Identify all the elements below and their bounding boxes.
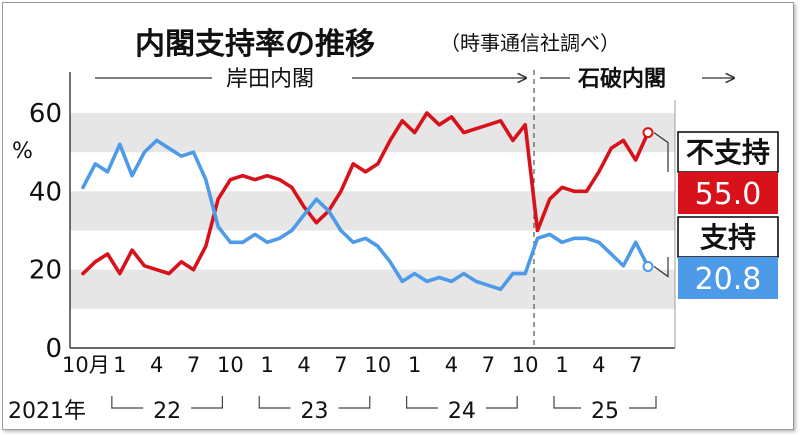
- x-tick-9: 1: [408, 353, 421, 377]
- legend-value-1: 20.8: [695, 262, 762, 297]
- legend: 不支持 55.0 支持 20.8: [653, 131, 779, 299]
- year-label-0: 2021年: [8, 399, 86, 424]
- legend-name-box-1: [677, 216, 779, 258]
- x-tick-11: 7: [482, 353, 495, 377]
- year-bracket-left-1: [111, 396, 144, 409]
- legend-name-0: 不支持: [686, 136, 770, 169]
- series-line-1: [81, 138, 650, 292]
- year-bracket-right-1: [191, 396, 223, 409]
- grid-band-2: [70, 269, 675, 309]
- y-tick-labels: 0 20 40 60: [29, 99, 62, 364]
- y-tick-20: 20: [29, 256, 62, 286]
- y-tick-0: 0: [45, 334, 62, 364]
- x-tick-8: 10: [364, 353, 391, 377]
- x-tick-10: 4: [445, 353, 458, 377]
- legend-leader-0: [653, 132, 669, 172]
- x-tick-13: 1: [555, 353, 568, 377]
- legend-value-box-1: [678, 257, 778, 299]
- x-tick-7: 7: [334, 353, 347, 377]
- grid-band-0: [70, 113, 675, 153]
- series-lines: [81, 111, 654, 292]
- cabinet-label-kishida: 岸田内閣: [226, 67, 314, 92]
- chart-subtitle: （時事通信社調べ）: [440, 31, 620, 55]
- x-tick-1: 1: [113, 353, 126, 377]
- x-tick-12: 10: [512, 353, 539, 377]
- legend-value-box-0: [678, 172, 778, 214]
- x-tick-14: 4: [592, 353, 605, 377]
- x-tick-4: 10: [217, 353, 244, 377]
- series-line-0: [81, 111, 650, 276]
- x-tick-0: 10月: [62, 353, 110, 377]
- grid-bands: [70, 113, 675, 309]
- year-bracket-right-4: [629, 396, 657, 409]
- x-tick-6: 4: [297, 353, 310, 377]
- chart-title: 内閣支持率の推移: [135, 27, 375, 62]
- grid-band-1: [70, 191, 675, 231]
- x-tick-2: 4: [150, 353, 163, 377]
- legend-value-0: 55.0: [695, 177, 762, 212]
- year-bracket-right-3: [485, 396, 518, 409]
- x-tick-labels: 10月 1 4 7 10 1 4 7 10 1 4 7 10 1 4 7: [62, 353, 642, 377]
- year-bracket-left-2: [258, 396, 291, 409]
- legend-name-box-0: [677, 131, 779, 173]
- series-end-marker-1: [642, 261, 654, 273]
- y-tick-60: 60: [29, 99, 62, 129]
- year-bracket-right-2: [338, 396, 371, 409]
- year-label-1: 22: [153, 399, 181, 424]
- x-tick-15: 7: [629, 353, 642, 377]
- legend-name-1: 支持: [700, 221, 756, 254]
- year-label-2: 23: [301, 399, 329, 424]
- series-end-marker-0: [642, 127, 654, 139]
- year-label-3: 24: [448, 399, 476, 424]
- year-labels: 2021年 22 23 24 25: [8, 396, 657, 424]
- x-tick-5: 1: [261, 353, 274, 377]
- year-bracket-left-4: [553, 396, 582, 409]
- cabinet-label-ishiba: 石破内閣: [577, 66, 666, 92]
- year-bracket-left-3: [406, 396, 438, 409]
- y-unit-label: %: [12, 139, 33, 164]
- x-tick-3: 7: [187, 353, 200, 377]
- legend-leader-1: [653, 257, 669, 278]
- year-label-4: 25: [591, 399, 619, 424]
- y-tick-40: 40: [29, 177, 62, 207]
